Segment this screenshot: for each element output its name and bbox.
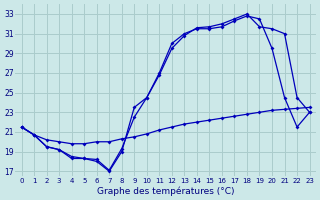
X-axis label: Graphe des températures (°C): Graphe des températures (°C) xyxy=(97,186,234,196)
